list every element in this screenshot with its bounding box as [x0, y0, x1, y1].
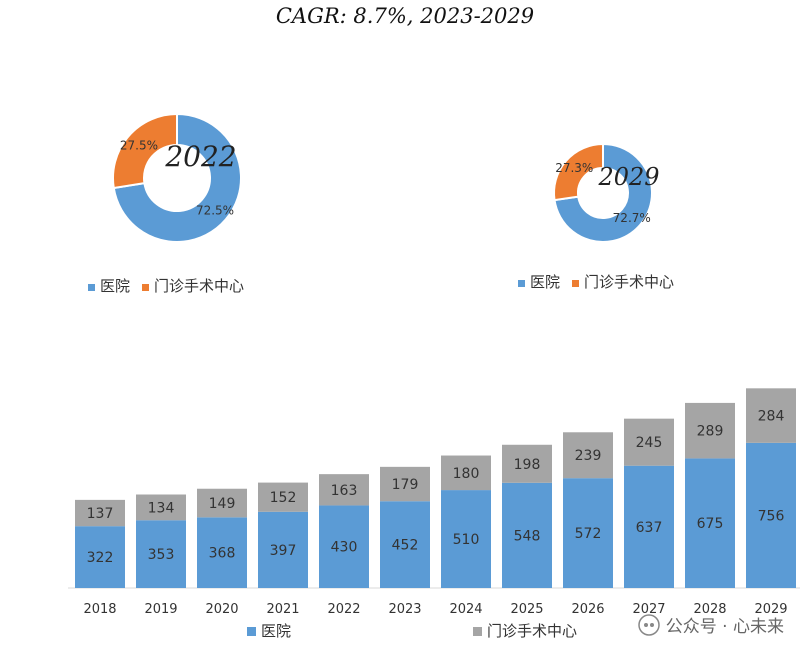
chart-title: CAGR: 8.7%, 2023-2029	[275, 4, 535, 28]
slice-value-label: 27.3%	[555, 161, 593, 175]
x-tick-label: 2022	[327, 602, 360, 617]
bar-outpatient-2023	[380, 466, 430, 502]
x-tick-label: 2018	[83, 602, 116, 617]
bar-value-label: 675	[697, 516, 724, 532]
x-tick-label: 2020	[205, 602, 238, 617]
bar-outpatient-2027	[624, 418, 674, 466]
bar-outpatient-2019	[136, 494, 186, 521]
bar-outpatient-2029	[746, 388, 796, 443]
donut-slice-outpatient	[112, 112, 178, 190]
x-tick-label: 2024	[449, 602, 482, 617]
donut-slice-hospital	[553, 142, 653, 243]
bar-value-label: 397	[270, 543, 297, 559]
watermark-text: 公众号 · 心未来	[665, 617, 784, 637]
bar-outpatient-2024	[441, 455, 491, 491]
donut-slice-hospital	[112, 112, 242, 243]
donut-center-year: 2022	[164, 140, 236, 173]
bar-value-label: 245	[636, 435, 663, 451]
legend-swatch	[142, 284, 149, 291]
legend-label: 医院	[100, 277, 130, 295]
bar-value-label: 179	[392, 477, 419, 493]
x-tick-label: 2028	[693, 602, 726, 617]
bar-value-label: 510	[453, 532, 480, 548]
bar-hospital-2019	[136, 520, 186, 588]
x-tick-label: 2023	[388, 602, 421, 617]
bar-value-label: 353	[148, 547, 175, 563]
legend-label: 门诊手术中心	[487, 622, 577, 640]
bar-value-label: 756	[758, 508, 785, 524]
legend-label: 医院	[261, 622, 291, 640]
bar-outpatient-2018	[75, 499, 125, 527]
bar-outpatient-2021	[258, 482, 308, 512]
bar-value-label: 239	[575, 448, 602, 464]
bar-value-label: 452	[392, 538, 419, 554]
bar-hospital-2026	[563, 478, 613, 588]
bar-hospital-2024	[441, 490, 491, 588]
bar-hospital-2023	[380, 501, 430, 588]
legend-swatch	[473, 627, 482, 636]
wechat-icon	[638, 613, 660, 636]
donut-center-year: 2029	[597, 163, 659, 191]
x-tick-label: 2019	[144, 602, 177, 617]
bar-value-label: 572	[575, 526, 602, 542]
x-tick-label: 2027	[632, 602, 665, 617]
bar-hospital-2027	[624, 465, 674, 588]
slice-value-label: 72.5%	[196, 203, 234, 217]
watermark: 公众号 · 心未来	[638, 612, 784, 637]
bar-value-label: 180	[453, 466, 480, 482]
bar-value-label: 149	[209, 496, 236, 512]
bar-outpatient-2025	[502, 444, 552, 483]
bar-hospital-2018	[75, 526, 125, 588]
legend-label: 门诊手术中心	[584, 273, 674, 291]
bar-hospital-2029	[746, 442, 796, 588]
bar-value-label: 134	[148, 500, 175, 516]
bar-value-label: 284	[758, 409, 785, 425]
bar-value-label: 637	[636, 520, 663, 536]
bar-outpatient-2028	[685, 402, 735, 459]
slice-value-label: 27.5%	[120, 139, 158, 153]
bar-outpatient-2022	[319, 474, 369, 506]
bar-outpatient-2026	[563, 432, 613, 479]
x-tick-label: 2026	[571, 602, 604, 617]
bar-value-label: 152	[270, 490, 297, 506]
bar-value-label: 163	[331, 483, 358, 499]
bar-value-label: 137	[87, 506, 114, 522]
bar-hospital-2028	[685, 458, 735, 588]
legend-swatch	[88, 284, 95, 291]
bar-hospital-2021	[258, 511, 308, 588]
legend-label: 门诊手术中心	[154, 277, 244, 295]
bar-hospital-2025	[502, 482, 552, 588]
bar-value-label: 430	[331, 540, 358, 556]
bar-hospital-2022	[319, 505, 369, 588]
bar-hospital-2020	[197, 517, 247, 588]
bar-value-label: 289	[697, 424, 724, 440]
legend-swatch	[518, 280, 525, 287]
x-tick-label: 2029	[754, 602, 787, 617]
legend-swatch	[572, 280, 579, 287]
legend-swatch	[247, 627, 256, 636]
x-tick-label: 2025	[510, 602, 543, 617]
donut-slice-outpatient	[553, 142, 604, 202]
x-tick-label: 2021	[266, 602, 299, 617]
bar-outpatient-2020	[197, 488, 247, 518]
slice-value-label: 72.7%	[613, 211, 651, 225]
legend-label: 医院	[530, 273, 560, 291]
bar-value-label: 198	[514, 457, 541, 473]
bar-value-label: 368	[209, 546, 236, 562]
bar-value-label: 322	[87, 550, 114, 566]
bar-value-label: 548	[514, 528, 541, 544]
